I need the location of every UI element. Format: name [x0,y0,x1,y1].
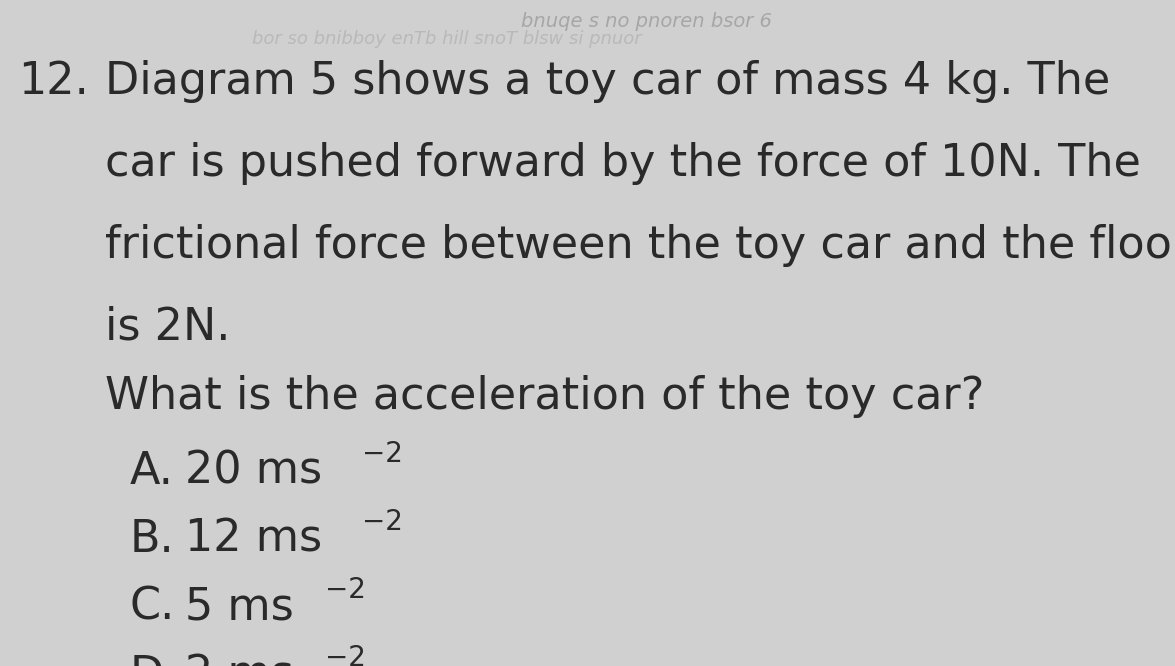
Text: 12 ms: 12 ms [184,518,322,561]
Text: What is the acceleration of the toy car?: What is the acceleration of the toy car? [105,375,985,418]
Text: −2: −2 [325,576,367,604]
Text: −2: −2 [362,440,403,468]
Text: D.: D. [130,654,179,666]
Text: 2 ms: 2 ms [184,654,294,666]
Text: 5 ms: 5 ms [184,586,294,629]
Text: C.: C. [130,586,175,629]
Text: 12.: 12. [18,60,89,103]
Text: car is pushed forward by the force of 10N. The: car is pushed forward by the force of 10… [105,142,1141,185]
Text: is 2N.: is 2N. [105,306,230,349]
Text: B.: B. [130,518,175,561]
Text: −2: −2 [362,508,403,536]
Text: bor so bnibboy enTb hill snoT blsw si pnuor: bor so bnibboy enTb hill snoT blsw si pn… [251,30,642,48]
Text: bnuqe s no pnoren bsor 6: bnuqe s no pnoren bsor 6 [521,12,772,31]
Text: −2: −2 [325,644,367,666]
Text: A.: A. [130,450,174,493]
Text: frictional force between the toy car and the floor: frictional force between the toy car and… [105,224,1175,267]
Text: Diagram 5 shows a toy car of mass 4 kg. The: Diagram 5 shows a toy car of mass 4 kg. … [105,60,1110,103]
Text: 20 ms: 20 ms [184,450,322,493]
